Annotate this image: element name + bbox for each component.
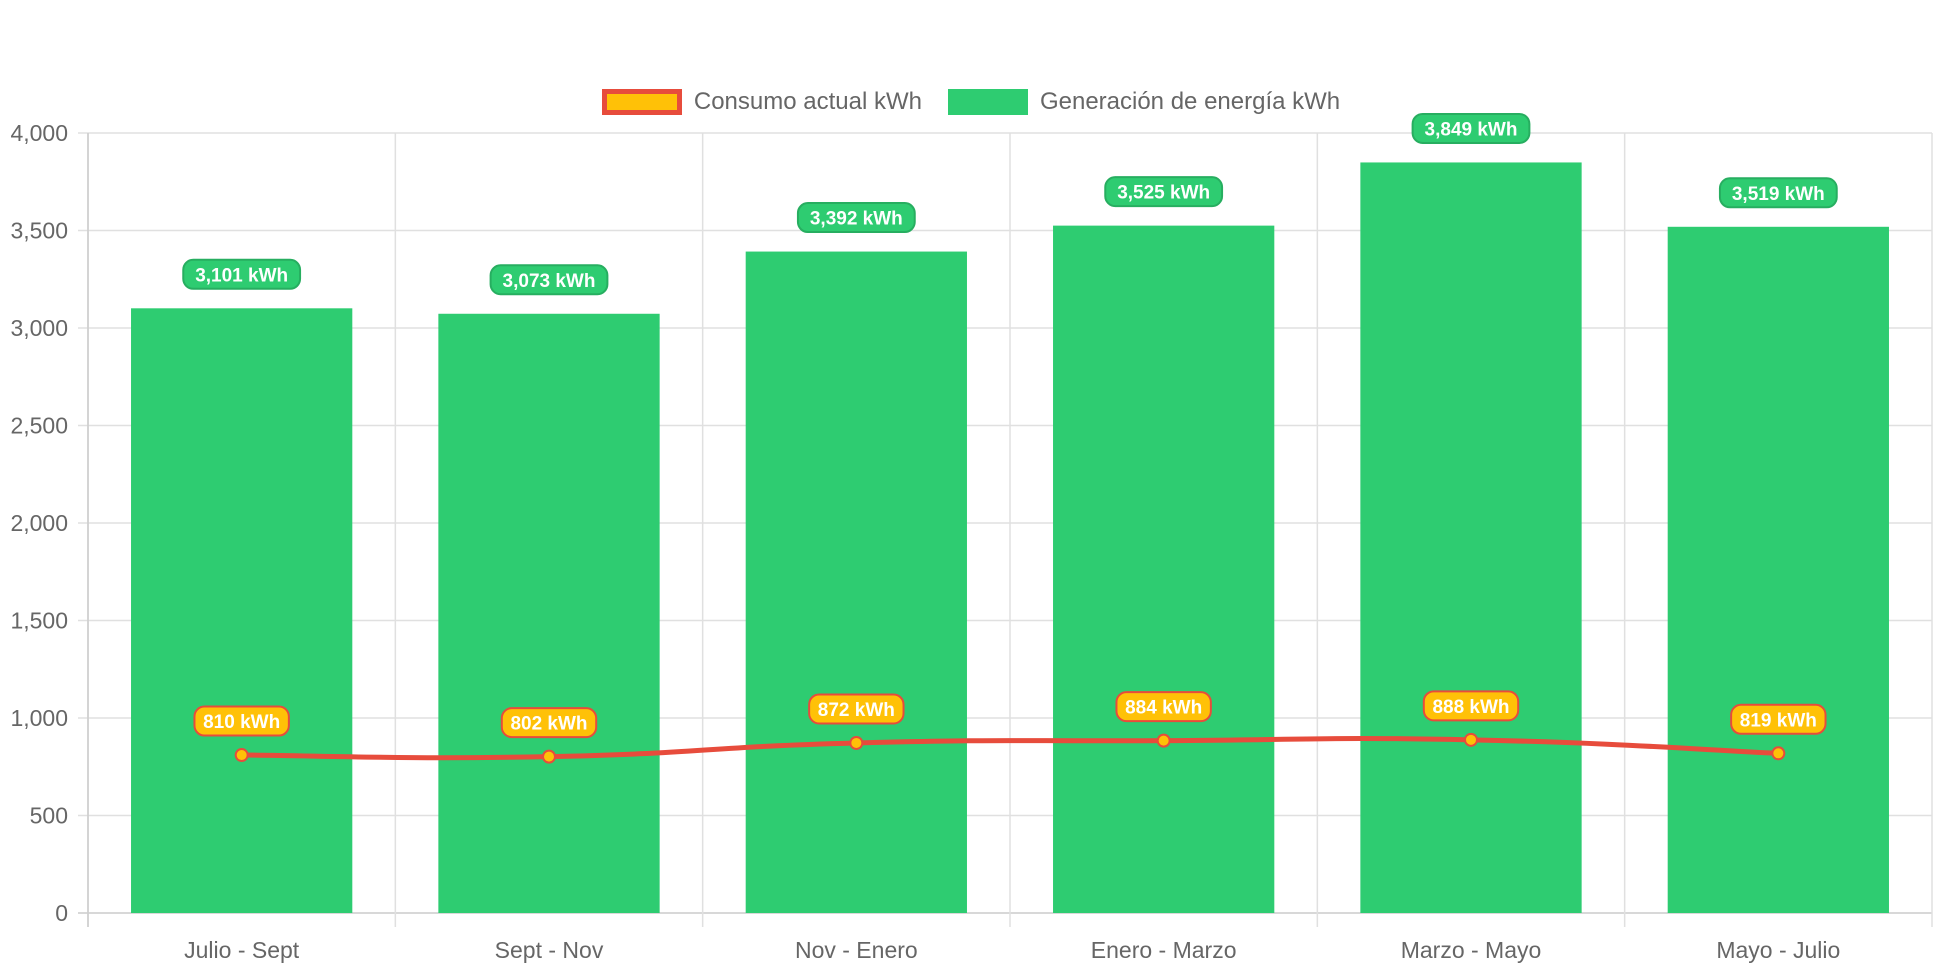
generacion-data-label: 3,525 kWh	[1117, 183, 1210, 204]
generacion-data-label-bg	[1411, 112, 1531, 144]
consumo-data-label: 802 kWh	[510, 714, 587, 735]
legend-item-generacion[interactable]: Generación de energía kWh	[947, 88, 1341, 116]
consumo-data-label-bg	[1115, 691, 1212, 723]
generacion-bar	[1667, 226, 1889, 914]
consumo-data-label: 888 kWh	[1432, 697, 1509, 718]
consumo-data-label-bg	[1730, 703, 1827, 735]
consumo-data-label-bg	[1422, 690, 1520, 722]
consumo-point	[1464, 732, 1478, 747]
y-tick-label: 3,000	[10, 315, 68, 341]
x-category-label: Sept - Nov	[495, 937, 604, 963]
consumo-data-label: 819 kWh	[1740, 710, 1817, 731]
consumo-data-label: 884 kWh	[1125, 698, 1202, 719]
generacion-bar	[438, 313, 660, 913]
generacion-bar	[745, 251, 967, 913]
legend-swatch-generacion	[947, 89, 1028, 115]
consumo-data-label-bg	[808, 693, 905, 725]
generacion-data-label-bg	[489, 264, 609, 296]
legend-item-consumo[interactable]: Consumo actual kWh	[601, 88, 922, 116]
y-tick-label: 1,500	[10, 608, 68, 634]
legend-label-generacion: Generación de energía kWh	[1039, 88, 1341, 115]
consumo-data-label: 810 kWh	[203, 712, 280, 733]
y-tick-label: 2,000	[10, 510, 68, 536]
y-tick-label: 0	[55, 900, 68, 926]
consumo-line	[241, 735, 1779, 761]
y-tick-label: 2,500	[10, 413, 68, 439]
generacion-data-label-bg	[1104, 176, 1224, 208]
consumo-point	[849, 735, 864, 750]
consumo-point	[542, 749, 556, 764]
chart-legend: Consumo actual kWh Generación de energía…	[0, 82, 1942, 122]
consumo-point	[234, 748, 249, 763]
generacion-data-label-bg	[796, 202, 916, 234]
y-tick-label: 4,000	[10, 120, 68, 146]
consumo-data-label-bg	[193, 705, 290, 737]
consumo-data-label: 872 kWh	[818, 700, 895, 721]
x-category-label: Mayo - Julio	[1716, 937, 1840, 963]
consumo-data-label-bg	[500, 707, 598, 739]
generacion-data-label: 3,519 kWh	[1732, 184, 1825, 205]
y-tick-label: 3,500	[10, 218, 68, 244]
x-category-label: Nov - Enero	[795, 937, 918, 963]
legend-swatch-consumo	[601, 89, 682, 115]
generacion-bar	[1053, 225, 1275, 913]
legend-label-consumo: Consumo actual kWh	[693, 88, 922, 115]
y-tick-label: 500	[30, 803, 68, 829]
generacion-bar	[131, 308, 353, 913]
x-category-label: Enero - Marzo	[1091, 937, 1237, 963]
generacion-data-label-bg	[182, 258, 302, 290]
generacion-data-label: 3,101 kWh	[195, 265, 288, 286]
consumo-point	[1771, 746, 1786, 761]
x-category-label: Marzo - Mayo	[1401, 937, 1542, 963]
x-category-label: Julio - Sept	[184, 937, 300, 963]
y-tick-label: 1,000	[10, 705, 68, 731]
generacion-data-label-bg	[1718, 177, 1838, 209]
generacion-data-label: 3,073 kWh	[503, 271, 596, 292]
generacion-data-label: 3,849 kWh	[1425, 119, 1518, 140]
consumo-point	[1156, 733, 1171, 748]
generacion-bar	[1360, 162, 1582, 913]
generacion-data-label: 3,392 kWh	[810, 209, 903, 230]
